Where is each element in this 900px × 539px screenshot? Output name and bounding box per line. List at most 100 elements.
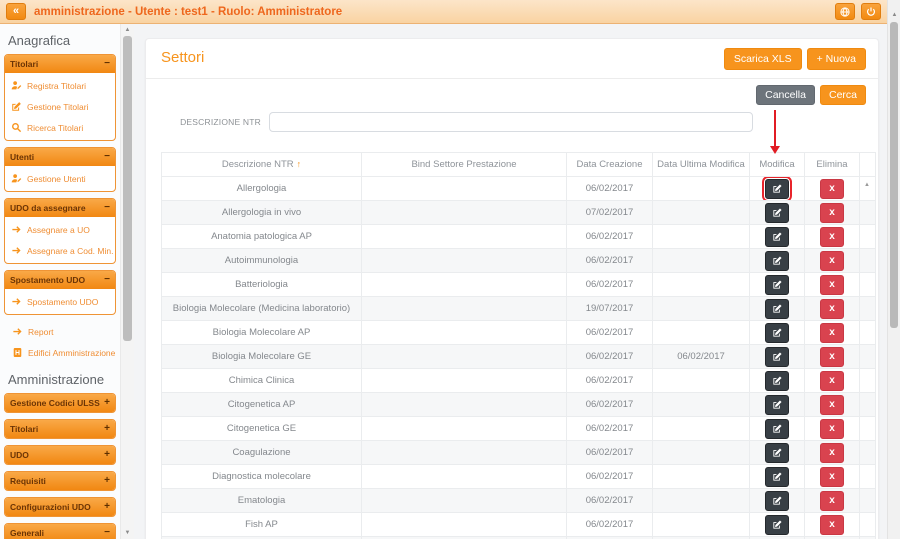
modifica-button[interactable] (765, 346, 789, 367)
elimina-button[interactable]: x (820, 250, 844, 271)
pencil-square-icon (772, 375, 783, 386)
sidebar-item-registra-titolari[interactable]: Registra Titolari (5, 75, 115, 96)
sidebar-panel-header-generali[interactable]: Generali − (5, 524, 115, 539)
scroll-up-arrow[interactable]: ▲ (124, 27, 131, 33)
sidebar-item-assegnare-a-cod-min[interactable]: Assegnare a Cod. Min. (5, 240, 115, 261)
elimina-button[interactable]: x (820, 202, 844, 223)
column-header-descrizione-ntr[interactable]: Descrizione NTR ↑ (161, 152, 362, 177)
elimina-button[interactable]: x (820, 274, 844, 295)
cell-bind-settore-prestazione (361, 320, 567, 345)
sidebar-panel-header-utenti[interactable]: Utenti − (5, 148, 115, 166)
page-scroll-up-arrow[interactable]: ▲ (891, 12, 898, 18)
scroll-down-arrow[interactable]: ▼ (124, 530, 131, 536)
modifica-button[interactable] (765, 370, 789, 391)
sidebar-scrollbar-thumb[interactable] (123, 36, 132, 341)
modifica-button[interactable] (765, 322, 789, 343)
pencil-square-icon (772, 495, 783, 506)
sidebar-item-assegnare-a-uo[interactable]: Assegnare a UO (5, 219, 115, 240)
cell-elimina: x (804, 200, 860, 225)
sidebar-item-gestione-utenti[interactable]: Gestione Utenti (5, 168, 115, 189)
elimina-button[interactable]: x (820, 346, 844, 367)
modifica-button[interactable] (765, 490, 789, 511)
elimina-button[interactable]: x (820, 442, 844, 463)
sidebar-panel-header-udo[interactable]: UDO + (5, 446, 115, 464)
cell-modifica (749, 224, 805, 249)
modifica-button[interactable] (762, 177, 792, 200)
descrizione-ntr-input[interactable] (269, 112, 753, 132)
column-header-bind-settore-prestazione[interactable]: Bind Settore Prestazione (361, 152, 567, 177)
modifica-button[interactable] (765, 418, 789, 439)
sidebar-panel-header-spostamento-udo[interactable]: Spostamento UDO − (5, 271, 115, 289)
table-scroll-up-arrow[interactable]: ▲ (864, 182, 870, 188)
modifica-button[interactable] (765, 274, 789, 295)
elimina-button[interactable]: x (820, 370, 844, 391)
modifica-button[interactable] (765, 226, 789, 247)
sidebar-panel-header-titolari[interactable]: Titolari + (5, 420, 115, 438)
sidebar-item-spostamento-udo[interactable]: Spostamento UDO (5, 291, 115, 312)
elimina-button[interactable]: x (820, 514, 844, 535)
elimina-button[interactable]: x (820, 394, 844, 415)
sidebar-panel-header-configurazioni-udo[interactable]: Configurazioni UDO + (5, 498, 115, 516)
sidebar-item-ricerca-titolari[interactable]: Ricerca Titolari (5, 117, 115, 138)
table-scrollbar-column-cell (859, 440, 876, 465)
modifica-button[interactable] (765, 202, 789, 223)
column-header-data-ultima-modifica[interactable]: Data Ultima Modifica (652, 152, 750, 177)
language-globe-button[interactable] (835, 3, 855, 20)
sidebar-panel-body: Spostamento UDO (5, 289, 115, 314)
sidebar-panel-header-gestione-codici-ulss[interactable]: Gestione Codici ULSS + (5, 394, 115, 412)
table-row: Citogenetica AP 06/02/2017 x (161, 392, 876, 417)
table-row: Anatomia patologica AP 06/02/2017 x (161, 224, 876, 249)
cell-elimina: x (804, 464, 860, 489)
logout-power-button[interactable] (861, 3, 881, 20)
cancella-button[interactable]: Cancella (756, 85, 815, 105)
sidebar-item-label: Gestione Titolari (27, 101, 89, 112)
expand-plus-icon: + (104, 449, 110, 460)
modifica-button[interactable] (765, 250, 789, 271)
elimina-button[interactable]: x (820, 322, 844, 343)
modifica-button[interactable] (765, 394, 789, 415)
elimina-button[interactable]: x (820, 178, 844, 199)
elimina-button[interactable]: x (820, 466, 844, 487)
modifica-button[interactable] (765, 298, 789, 319)
sidebar-item-gestione-titolari[interactable]: Gestione Titolari (5, 96, 115, 117)
cell-descrizione-ntr: Citogenetica AP (161, 392, 362, 417)
sidebar-collapse-button[interactable]: « (6, 3, 26, 20)
cell-descrizione-ntr: Citogenetica GE (161, 416, 362, 441)
column-header-modifica[interactable]: Modifica (749, 152, 805, 177)
page-scrollbar-thumb[interactable] (890, 22, 898, 328)
sidebar-panel-header-requisiti[interactable]: Requisiti + (5, 472, 115, 490)
cerca-button[interactable]: Cerca (819, 85, 866, 105)
cell-elimina: x (804, 440, 860, 465)
page-scrollbar[interactable]: ▲ (887, 0, 900, 539)
pencil-square-icon (772, 255, 783, 266)
cell-descrizione-ntr: Biologia Molecolare GE (161, 344, 362, 369)
elimina-button[interactable]: x (820, 226, 844, 247)
collapse-minus-icon: − (104, 151, 110, 162)
sidebar-panel-header-udo-da-assegnare[interactable]: UDO da assegnare − (5, 199, 115, 217)
modifica-button[interactable] (765, 514, 789, 535)
scarica-xls-button[interactable]: Scarica XLS (723, 48, 802, 70)
elimina-button[interactable]: x (820, 418, 844, 439)
elimina-button[interactable]: x (820, 490, 844, 511)
cell-data-ultima-modifica (652, 176, 750, 201)
descrizione-ntr-label: DESCRIZIONE NTR (180, 117, 261, 127)
nuova-button[interactable]: + Nuova (806, 48, 866, 70)
sidebar-panel-header-titolari[interactable]: Titolari − (5, 55, 115, 73)
pencil-square-icon (772, 327, 783, 338)
cell-elimina: x (804, 296, 860, 321)
cell-descrizione-ntr: Autoimmunologia (161, 248, 362, 273)
cell-bind-settore-prestazione (361, 248, 567, 273)
elimina-button[interactable]: x (820, 298, 844, 319)
sidebar-item-edifici-amministrazione[interactable]: Edifici Amministrazione (4, 342, 116, 363)
sidebar-generali-panel: Generali−DirezioniDistretti (4, 523, 116, 539)
table-scrollbar-column-cell (859, 536, 876, 539)
pencil-square-icon (772, 303, 783, 314)
cell-elimina: x (804, 416, 860, 441)
modifica-button[interactable] (765, 466, 789, 487)
sidebar-item-report[interactable]: Report (4, 321, 116, 342)
column-header-data-creazione[interactable]: Data Creazione (566, 152, 653, 177)
sidebar-scrollbar[interactable]: ▲ ▼ (120, 24, 134, 539)
pencil-square-icon (772, 519, 783, 530)
column-header-elimina[interactable]: Elimina (804, 152, 860, 177)
modifica-button[interactable] (765, 442, 789, 463)
